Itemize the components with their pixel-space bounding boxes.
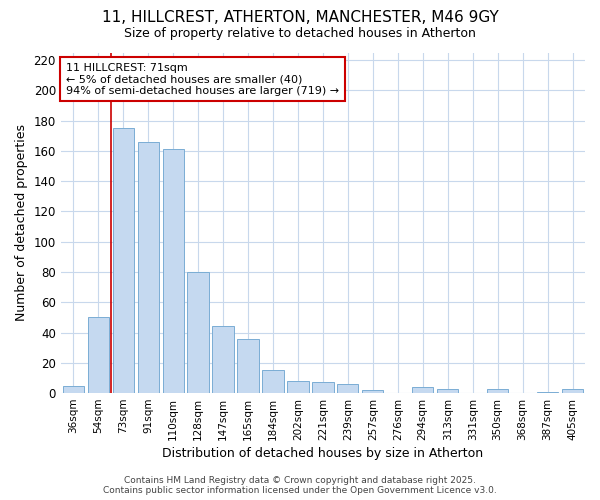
- Bar: [113, 128, 134, 393]
- Text: Size of property relative to detached houses in Atherton: Size of property relative to detached ho…: [124, 28, 476, 40]
- Bar: [537, 392, 558, 393]
- Bar: [412, 387, 433, 393]
- Bar: [262, 370, 284, 393]
- Bar: [187, 272, 209, 393]
- X-axis label: Distribution of detached houses by size in Atherton: Distribution of detached houses by size …: [163, 447, 484, 460]
- Bar: [362, 390, 383, 393]
- Bar: [437, 388, 458, 393]
- Text: Contains HM Land Registry data © Crown copyright and database right 2025.
Contai: Contains HM Land Registry data © Crown c…: [103, 476, 497, 495]
- Bar: [562, 388, 583, 393]
- Text: 11, HILLCREST, ATHERTON, MANCHESTER, M46 9GY: 11, HILLCREST, ATHERTON, MANCHESTER, M46…: [101, 10, 499, 25]
- Bar: [212, 326, 233, 393]
- Y-axis label: Number of detached properties: Number of detached properties: [15, 124, 28, 322]
- Bar: [312, 382, 334, 393]
- Bar: [137, 142, 159, 393]
- Bar: [163, 150, 184, 393]
- Text: 11 HILLCREST: 71sqm
← 5% of detached houses are smaller (40)
94% of semi-detache: 11 HILLCREST: 71sqm ← 5% of detached hou…: [66, 62, 339, 96]
- Bar: [238, 338, 259, 393]
- Bar: [487, 388, 508, 393]
- Bar: [88, 318, 109, 393]
- Bar: [62, 386, 84, 393]
- Bar: [287, 381, 308, 393]
- Bar: [337, 384, 358, 393]
